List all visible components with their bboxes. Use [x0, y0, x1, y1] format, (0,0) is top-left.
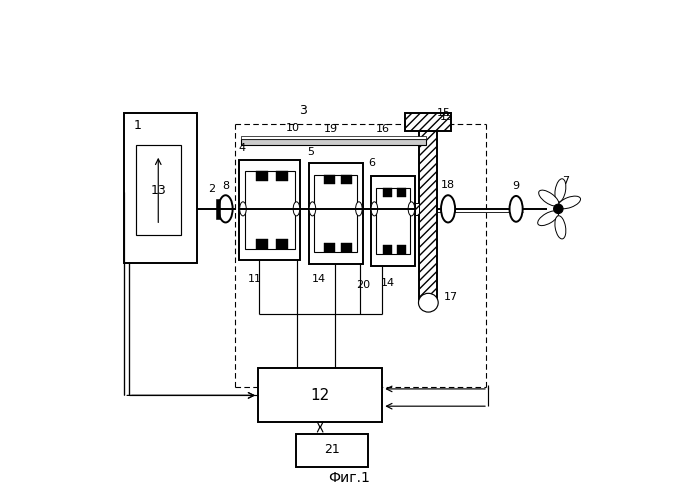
Text: 5: 5	[308, 146, 315, 156]
Ellipse shape	[555, 179, 566, 202]
Text: 12: 12	[310, 388, 330, 403]
Text: 19: 19	[324, 124, 338, 134]
Ellipse shape	[559, 196, 581, 209]
FancyBboxPatch shape	[341, 175, 352, 185]
FancyBboxPatch shape	[376, 188, 410, 255]
Ellipse shape	[219, 195, 233, 223]
Ellipse shape	[510, 196, 523, 222]
FancyBboxPatch shape	[240, 136, 426, 139]
Text: 21: 21	[324, 443, 340, 456]
FancyBboxPatch shape	[257, 240, 268, 249]
Text: 15: 15	[436, 108, 450, 118]
Text: 15: 15	[440, 113, 454, 122]
FancyBboxPatch shape	[405, 113, 452, 131]
Text: 17: 17	[443, 292, 457, 302]
Circle shape	[554, 204, 563, 213]
Ellipse shape	[408, 202, 415, 216]
Text: 11: 11	[247, 274, 261, 284]
Ellipse shape	[419, 293, 438, 312]
Text: 14: 14	[381, 278, 395, 287]
FancyBboxPatch shape	[324, 243, 335, 253]
FancyBboxPatch shape	[239, 159, 301, 260]
Ellipse shape	[356, 202, 362, 216]
Ellipse shape	[371, 202, 377, 216]
Ellipse shape	[538, 211, 559, 226]
FancyBboxPatch shape	[324, 175, 335, 185]
Ellipse shape	[539, 190, 559, 206]
FancyBboxPatch shape	[276, 240, 288, 249]
Text: 7: 7	[562, 176, 569, 185]
Text: 16: 16	[375, 124, 389, 134]
FancyBboxPatch shape	[296, 434, 368, 467]
Ellipse shape	[240, 202, 246, 216]
FancyBboxPatch shape	[370, 176, 415, 266]
FancyBboxPatch shape	[245, 171, 294, 249]
FancyBboxPatch shape	[240, 139, 426, 145]
FancyBboxPatch shape	[315, 175, 357, 253]
Text: 14: 14	[312, 274, 326, 284]
FancyBboxPatch shape	[341, 243, 352, 253]
Text: 8: 8	[222, 181, 229, 191]
Text: 10: 10	[285, 123, 299, 133]
FancyBboxPatch shape	[258, 369, 382, 422]
FancyBboxPatch shape	[419, 131, 438, 303]
Text: 9: 9	[512, 181, 519, 191]
Text: 1: 1	[134, 119, 141, 132]
Ellipse shape	[309, 202, 316, 216]
FancyBboxPatch shape	[383, 245, 392, 255]
Text: 3: 3	[298, 104, 306, 117]
FancyBboxPatch shape	[216, 199, 219, 219]
FancyBboxPatch shape	[309, 163, 363, 264]
Ellipse shape	[555, 216, 566, 239]
Text: 18: 18	[441, 180, 455, 190]
FancyBboxPatch shape	[257, 171, 268, 181]
Text: 20: 20	[356, 280, 370, 290]
Text: 13: 13	[150, 184, 166, 197]
FancyBboxPatch shape	[136, 145, 180, 235]
FancyBboxPatch shape	[124, 113, 197, 263]
FancyBboxPatch shape	[276, 171, 288, 181]
Ellipse shape	[293, 202, 300, 216]
FancyBboxPatch shape	[415, 203, 419, 215]
Text: 2: 2	[208, 184, 215, 194]
Text: 4: 4	[238, 143, 245, 153]
FancyBboxPatch shape	[397, 188, 406, 197]
Text: Фиг.1: Фиг.1	[329, 471, 370, 483]
FancyBboxPatch shape	[383, 188, 392, 197]
Ellipse shape	[441, 195, 455, 223]
Text: 6: 6	[368, 158, 375, 168]
FancyBboxPatch shape	[397, 245, 406, 255]
